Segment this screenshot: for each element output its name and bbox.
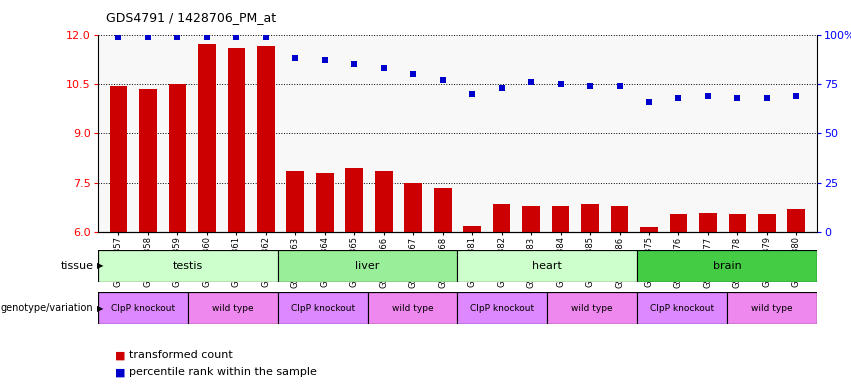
Point [494, 85, 508, 91]
Point [111, 33, 125, 40]
Point [730, 95, 744, 101]
Text: wild type: wild type [751, 304, 793, 313]
Bar [727, 292, 817, 324]
Text: genotype/variation: genotype/variation [1, 303, 94, 313]
Bar [277, 250, 457, 282]
Bar [110, 86, 128, 232]
Point [583, 83, 597, 89]
Text: ▶: ▶ [97, 304, 104, 313]
Bar [316, 173, 334, 232]
Text: ▶: ▶ [97, 262, 104, 270]
Bar [640, 227, 658, 232]
Bar [758, 214, 776, 232]
Bar [523, 206, 540, 232]
Bar [139, 89, 157, 232]
Point [790, 93, 803, 99]
Bar [375, 171, 392, 232]
Bar [368, 292, 458, 324]
Point [347, 61, 361, 67]
Bar [458, 250, 637, 282]
Bar [547, 292, 637, 324]
Text: GDS4791 / 1428706_PM_at: GDS4791 / 1428706_PM_at [106, 12, 277, 25]
Text: ClpP knockout: ClpP knockout [650, 304, 714, 313]
Point [554, 81, 568, 87]
Point [141, 33, 155, 40]
Point [671, 95, 685, 101]
Bar [346, 168, 363, 232]
Bar [277, 292, 368, 324]
Text: ClpP knockout: ClpP knockout [290, 304, 355, 313]
Point [407, 71, 420, 77]
Bar [227, 48, 245, 232]
Bar [637, 250, 817, 282]
Point [436, 77, 449, 83]
Point [760, 95, 774, 101]
Point [200, 33, 214, 40]
Text: wild type: wild type [212, 304, 254, 313]
Text: ClpP knockout: ClpP knockout [111, 304, 174, 313]
Point [465, 91, 479, 97]
Point [701, 93, 715, 99]
Text: ClpP knockout: ClpP knockout [471, 304, 534, 313]
Bar [551, 206, 569, 232]
Bar [611, 206, 628, 232]
Bar [404, 183, 422, 232]
Bar [198, 45, 216, 232]
Point [613, 83, 626, 89]
Bar [287, 171, 304, 232]
Text: liver: liver [356, 261, 380, 271]
Text: tissue: tissue [60, 261, 94, 271]
Bar [728, 214, 746, 232]
Bar [699, 213, 717, 232]
Text: percentile rank within the sample: percentile rank within the sample [129, 367, 317, 377]
Text: wild type: wild type [571, 304, 613, 313]
Bar [787, 209, 805, 232]
Bar [257, 46, 275, 232]
Point [230, 33, 243, 40]
Bar [637, 292, 727, 324]
Point [288, 55, 302, 61]
Bar [493, 204, 511, 232]
Bar [670, 214, 688, 232]
Text: brain: brain [712, 261, 741, 271]
Text: transformed count: transformed count [129, 350, 233, 360]
Bar [434, 188, 452, 232]
Text: wild type: wild type [391, 304, 433, 313]
Bar [581, 204, 599, 232]
Bar [458, 292, 547, 324]
Point [171, 33, 185, 40]
Bar [188, 292, 277, 324]
Point [643, 99, 656, 105]
Text: testis: testis [173, 261, 203, 271]
Bar [98, 250, 277, 282]
Point [377, 65, 391, 71]
Bar [98, 292, 188, 324]
Bar [168, 84, 186, 232]
Text: ■: ■ [115, 350, 125, 360]
Point [524, 79, 538, 85]
Text: heart: heart [533, 261, 563, 271]
Point [259, 33, 272, 40]
Point [318, 57, 332, 63]
Text: ■: ■ [115, 367, 125, 377]
Bar [463, 226, 481, 232]
